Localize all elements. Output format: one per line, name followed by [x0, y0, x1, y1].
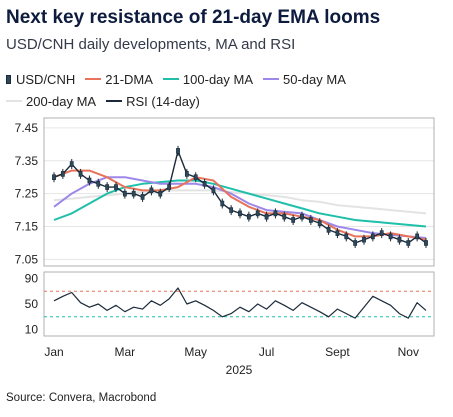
candle-body: [246, 213, 251, 220]
candle-body: [362, 236, 366, 243]
candle-body: [114, 184, 118, 190]
candle-body: [282, 213, 287, 220]
price-panel-frame: [43, 117, 435, 267]
candle-body: [87, 177, 92, 184]
legend-swatch: [162, 78, 179, 80]
series-line-rsi: [53, 287, 427, 319]
candle-body: [220, 200, 225, 207]
legend-label: 50-day MA: [283, 71, 346, 87]
legend-item-100dma: 100-day MA: [162, 71, 254, 87]
candle-body: [326, 227, 331, 233]
series-line-usdcnh: [53, 148, 427, 244]
rsi-y-tick-label: 10: [25, 323, 39, 337]
y-tick-label: 7.25: [15, 187, 39, 201]
series-line-200dma: [53, 189, 427, 215]
candle-body: [211, 187, 216, 194]
candle-body: [379, 230, 384, 236]
y-tick-label: 7.15: [15, 220, 39, 234]
candle-body: [308, 217, 313, 223]
x-tick-label: Jan: [44, 345, 63, 359]
candle-body: [397, 236, 402, 243]
candle-body: [370, 233, 375, 240]
rsi-y-tick-label: 90: [25, 271, 39, 285]
candle-body: [264, 213, 269, 220]
rsi-panel-frame: [43, 271, 435, 337]
candle-body: [344, 233, 349, 240]
candle-body: [60, 171, 65, 177]
candle-body: [300, 213, 304, 220]
candle-body: [406, 240, 411, 246]
y-tick-label: 7.45: [15, 121, 39, 135]
candle-body: [122, 190, 127, 197]
candle-body: [255, 210, 260, 217]
legend-swatch: [85, 78, 102, 80]
x-tick-label: Mar: [115, 345, 136, 359]
legend-swatch: [6, 100, 22, 102]
rsi-y-tick-label: 50: [25, 297, 39, 311]
candle-body: [238, 210, 242, 217]
candle-body: [335, 230, 340, 236]
x-axis-year-label: 2025: [226, 363, 253, 377]
candle-body: [52, 174, 56, 180]
y-tick-label: 7.35: [15, 154, 39, 168]
candle-body: [149, 187, 154, 194]
legend-item-200dma: 200-day MA: [6, 94, 96, 109]
candle-body: [131, 190, 136, 197]
candle-body: [424, 240, 428, 246]
candle-body: [158, 190, 163, 197]
candle-body: [96, 180, 101, 187]
candle-body: [140, 194, 145, 200]
candle-body: [202, 180, 207, 187]
y-tick-label: 7.05: [15, 252, 39, 266]
legend-label: 21-DMA: [105, 71, 153, 87]
chart-title: Next key resistance of 21-day EMA looms: [6, 7, 381, 28]
candle-body: [176, 148, 180, 154]
legend-label: 100-day MA: [182, 71, 254, 87]
candle-body: [69, 161, 74, 167]
candle-body: [78, 171, 83, 177]
candlestick-icon: [6, 74, 11, 84]
x-tick-label: Jul: [259, 345, 274, 359]
candle-body: [105, 184, 110, 190]
x-tick-label: Sept: [325, 345, 350, 359]
candle-body: [273, 210, 278, 217]
legend-swatch: [106, 100, 123, 102]
legend-item-21dma: 21-DMA: [85, 72, 153, 87]
series-line-50dma: [53, 176, 427, 239]
legend-item-usdcnh: USD/CNH: [6, 72, 75, 87]
chart-subtitle: USD/CNH daily developments, MA and RSI: [6, 36, 296, 53]
candle-body: [167, 184, 172, 190]
candle-body: [184, 171, 189, 177]
x-tick-label: May: [184, 345, 207, 359]
candle-body: [193, 174, 198, 180]
series-line-21dma: [53, 169, 427, 241]
candle-body: [317, 220, 322, 227]
candle-body: [229, 207, 234, 213]
candle-body: [291, 217, 296, 223]
legend-label: RSI (14-day): [126, 93, 200, 109]
chart-legend: USD/CNH 21-DMA 100-day MA 50-day MA 200-…: [6, 68, 446, 112]
legend-swatch: [263, 78, 280, 80]
candle-body: [388, 233, 393, 240]
legend-label: USD/CNH: [16, 71, 76, 87]
x-tick-label: Nov: [398, 345, 419, 359]
legend-label: 200-day MA: [26, 93, 97, 109]
source-note: Source: Convera, Macrobond: [6, 392, 157, 404]
legend-item-rsi: RSI (14-day): [106, 94, 200, 109]
candle-body: [415, 233, 420, 240]
legend-item-50dma: 50-day MA: [263, 72, 346, 87]
candle-body: [353, 240, 358, 246]
